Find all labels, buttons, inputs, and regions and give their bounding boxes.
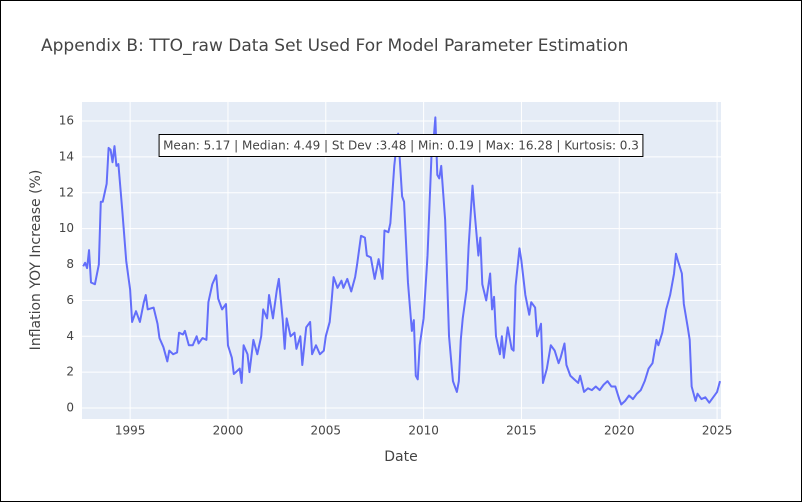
y-tick-label: 10 bbox=[59, 221, 74, 235]
x-tick-label: 2005 bbox=[311, 424, 342, 438]
y-axis-label: Inflation YOY Increase (%) bbox=[28, 170, 44, 351]
x-tick-label: 2000 bbox=[213, 424, 244, 438]
annotation: Mean: 5.17 | Median: 4.49 | St Dev :3.48… bbox=[163, 139, 639, 153]
y-tick-label: 14 bbox=[59, 149, 74, 163]
x-tick-label: 1995 bbox=[115, 424, 146, 438]
x-tick-label: 2010 bbox=[408, 424, 439, 438]
y-tick-label: 16 bbox=[59, 114, 74, 128]
y-tick-label: 8 bbox=[66, 257, 74, 271]
y-tick-label: 6 bbox=[66, 293, 74, 307]
y-tick-label: 12 bbox=[59, 185, 74, 199]
y-tick-label: 0 bbox=[66, 401, 74, 415]
x-tick-label: 2015 bbox=[506, 424, 537, 438]
chart-title: Appendix B: TTO_raw Data Set Used For Mo… bbox=[41, 36, 628, 56]
line bbox=[82, 116, 721, 406]
x-tick-label: 2020 bbox=[604, 424, 635, 438]
x-axis-label: Date bbox=[384, 449, 417, 465]
annotation-box bbox=[158, 134, 644, 157]
x-tick-label: 2025 bbox=[702, 424, 733, 438]
y-tick-label: 2 bbox=[66, 365, 74, 379]
y-tick-label: 4 bbox=[66, 329, 74, 343]
